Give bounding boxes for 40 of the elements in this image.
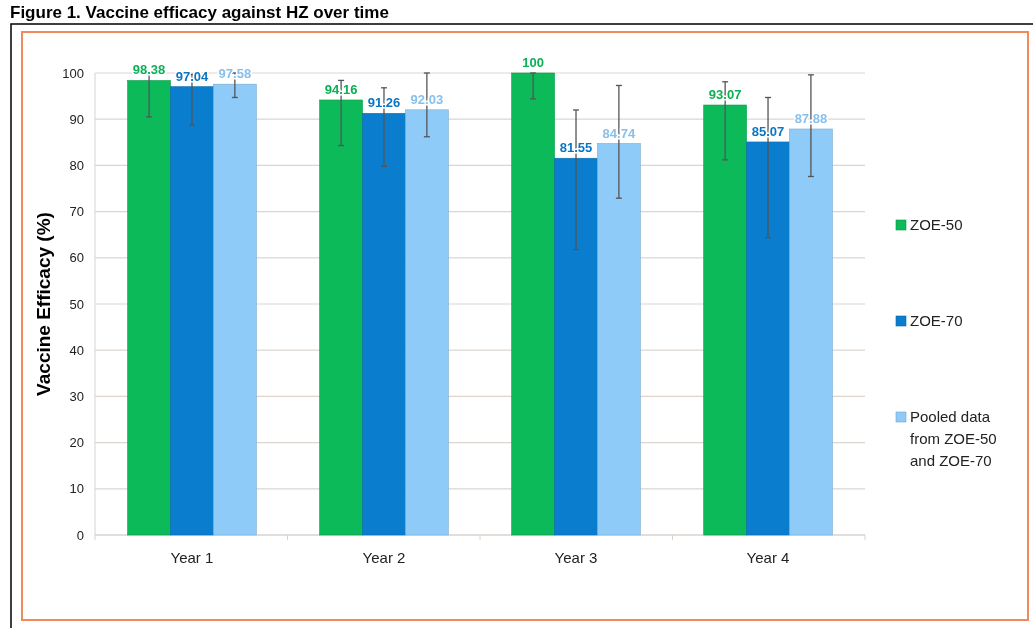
bar	[789, 128, 833, 536]
y-tick-label: 0	[76, 527, 84, 543]
data-label: 81.55	[559, 140, 593, 156]
data-label: 91.26	[367, 95, 401, 111]
y-tick-label: 70	[69, 204, 84, 220]
legend-label: ZOE-50	[910, 216, 963, 233]
data-label: 100	[522, 55, 544, 70]
data-label: 94.16	[324, 81, 358, 97]
y-axis-title: Vaccine Efficacy (%)	[33, 212, 54, 396]
data-label: 98.38	[132, 62, 166, 78]
bar	[213, 83, 257, 536]
bar	[746, 141, 790, 536]
bar	[127, 80, 171, 536]
bar	[511, 72, 555, 536]
y-tick-label: 60	[69, 250, 84, 266]
bar	[405, 109, 449, 536]
data-label: 85.07	[751, 123, 785, 139]
y-tick-label: 40	[69, 342, 84, 358]
y-tick-label: 80	[69, 157, 84, 173]
bar	[319, 99, 363, 536]
legend-label: Pooled data from ZOE-50 and ZOE-70	[910, 408, 997, 469]
bar	[703, 104, 747, 536]
y-tick-label: 90	[69, 111, 84, 127]
y-tick-label: 30	[69, 388, 84, 404]
x-tick-label: Year 2	[362, 549, 406, 566]
chart-title: Figure 1. Vaccine efficacy against HZ over time	[10, 3, 389, 22]
y-tick-label: 100	[62, 65, 84, 81]
bar	[597, 143, 641, 536]
legend-label: ZOE-70	[910, 312, 963, 329]
x-tick-label: Year 4	[746, 549, 790, 566]
y-tick-label: 50	[69, 296, 84, 312]
y-tick-label: 10	[69, 481, 84, 497]
y-tick-label: 20	[69, 435, 84, 451]
x-tick-label: Year 3	[554, 549, 598, 566]
x-tick-label: Year 1	[170, 549, 214, 566]
bar	[362, 113, 406, 536]
bar	[554, 157, 598, 536]
bar	[170, 86, 214, 536]
data-label: 97.04	[175, 68, 209, 84]
data-label: 97.58	[218, 66, 252, 82]
